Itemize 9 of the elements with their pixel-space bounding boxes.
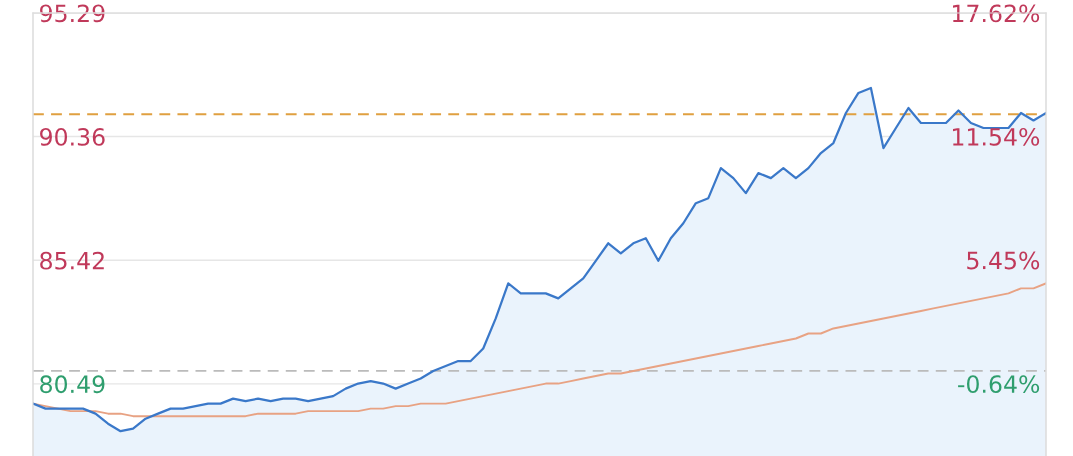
y-tick-label: 95.29 [40, 4, 105, 23]
y2-tick-label: 5.45% [967, 251, 1040, 270]
y-tick-label: 90.36 [40, 127, 105, 146]
y2-tick-label: 17.62% [953, 4, 1040, 23]
y-tick-label: 80.49 [40, 375, 105, 394]
y-tick-label: 85.42 [40, 251, 104, 270]
line-series [33, 282, 1046, 418]
y2-tick-label: -0.64% [958, 375, 1040, 394]
y2-tick-label: 11.54% [953, 127, 1040, 146]
